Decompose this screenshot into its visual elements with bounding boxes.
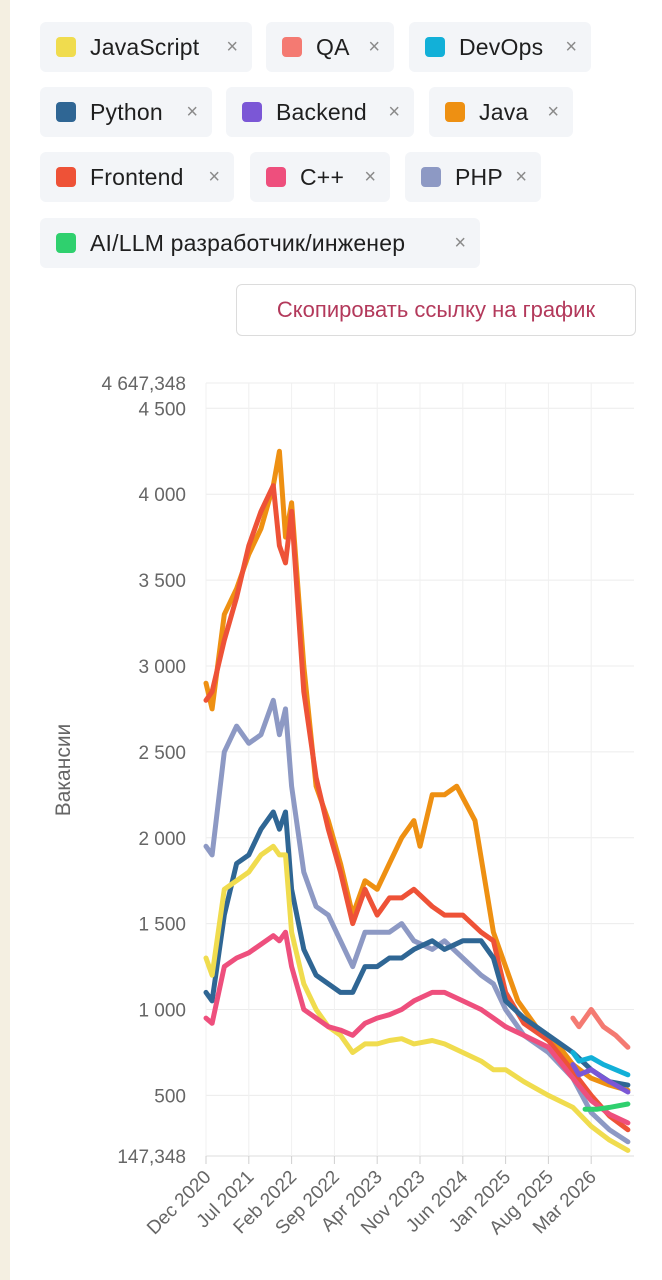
y-tick-label: 2 000	[138, 829, 186, 850]
color-swatch	[56, 167, 76, 187]
remove-icon[interactable]: ×	[364, 166, 376, 188]
color-swatch	[282, 37, 302, 57]
tag-javascript[interactable]: JavaScript ×	[40, 22, 252, 72]
tag-php[interactable]: PHP ×	[405, 152, 541, 202]
series-line-qa	[570, 1007, 631, 1050]
y-tick-label: 3 000	[138, 657, 186, 678]
remove-icon[interactable]: ×	[186, 101, 198, 123]
chart-grid	[205, 382, 634, 1157]
tag-label: QA	[316, 33, 350, 60]
tag-python[interactable]: Python ×	[40, 87, 212, 137]
remove-icon[interactable]: ×	[547, 101, 559, 123]
chart-series	[203, 448, 631, 1153]
color-swatch	[242, 102, 262, 122]
series-line-backend	[570, 1062, 631, 1095]
y-tick-label: 4 647,348	[101, 374, 186, 395]
tag-label: AI/LLM разработчик/инженер	[90, 229, 406, 256]
color-swatch	[445, 102, 465, 122]
tag-devops[interactable]: DevOps ×	[409, 22, 591, 72]
tag-frontend[interactable]: Frontend ×	[40, 152, 234, 202]
tag-label: C++	[300, 163, 345, 190]
copy-chart-link-button[interactable]: Скопировать ссылку на график	[236, 284, 636, 336]
page-edge-strip	[0, 0, 10, 1280]
color-swatch	[56, 102, 76, 122]
color-swatch	[56, 233, 76, 253]
remove-icon[interactable]: ×	[565, 36, 577, 58]
tag-label: JavaScript	[90, 33, 200, 60]
color-swatch	[421, 167, 441, 187]
remove-icon[interactable]: ×	[208, 166, 220, 188]
series-line-javascript	[203, 843, 631, 1153]
series-line-frontend	[203, 483, 631, 1133]
tag-label: Java	[479, 98, 529, 125]
y-axis-label: Вакансии	[52, 724, 75, 817]
line-chart: 147,348 500 1 000 1 500 2 000 2 500 3 000 3 500…	[52, 374, 634, 1239]
remove-icon[interactable]: ×	[368, 36, 380, 58]
color-swatch	[56, 37, 76, 57]
y-tick-label: 500	[154, 1086, 186, 1107]
color-swatch	[425, 37, 445, 57]
tag-backend[interactable]: Backend ×	[226, 87, 414, 137]
y-tick-label: 4 500	[138, 399, 186, 420]
series-line-php	[203, 697, 631, 1145]
tag-java[interactable]: Java ×	[429, 87, 573, 137]
y-tick-label: 1 000	[138, 1001, 186, 1022]
y-axis-ticks: 147,348 500 1 000 1 500 2 000 2 500 3 000 3 500…	[101, 374, 186, 1168]
y-tick-label: 147,348	[117, 1147, 186, 1168]
series-line-ai-llm	[582, 1101, 631, 1112]
tag-ai-llm[interactable]: AI/LLM разработчик/инженер ×	[40, 218, 480, 268]
remove-icon[interactable]: ×	[226, 36, 238, 58]
remove-icon[interactable]: ×	[454, 232, 466, 254]
remove-icon[interactable]: ×	[515, 166, 527, 188]
series-line-devops	[570, 1050, 631, 1078]
tag-label: DevOps	[459, 33, 544, 60]
remove-icon[interactable]: ×	[388, 101, 400, 123]
tag-qa[interactable]: QA ×	[266, 22, 394, 72]
tag-label: PHP	[455, 163, 503, 190]
y-tick-label: 1 500	[138, 915, 186, 936]
y-tick-label: 4 000	[138, 485, 186, 506]
tag-label: Python	[90, 98, 163, 125]
tag-cpp[interactable]: C++ ×	[250, 152, 390, 202]
y-tick-label: 2 500	[138, 743, 186, 764]
y-tick-label: 3 500	[138, 571, 186, 592]
series-line-c	[203, 929, 631, 1126]
tag-label: Backend	[276, 98, 367, 125]
series-line-java	[203, 448, 631, 1093]
color-swatch	[266, 167, 286, 187]
series-line-python	[203, 809, 631, 1088]
tag-label: Frontend	[90, 163, 184, 190]
